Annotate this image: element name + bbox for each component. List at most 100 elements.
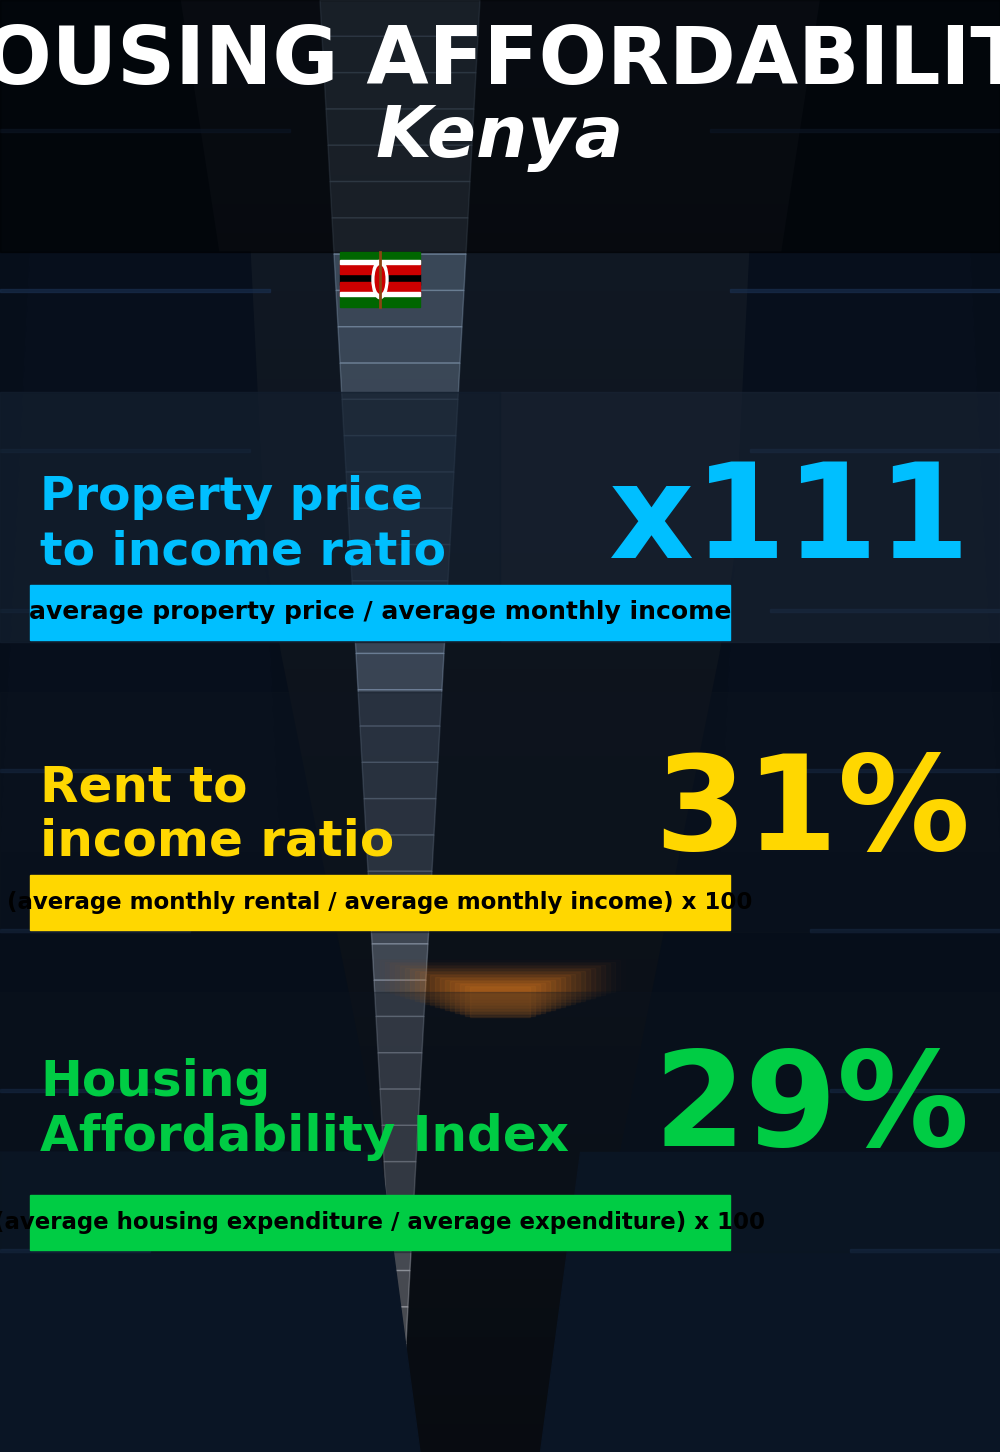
Polygon shape: [362, 762, 438, 799]
Bar: [850, 1249, 1000, 1252]
Bar: [460, 984, 540, 1013]
Bar: [0, 523, 1000, 552]
Bar: [455, 983, 545, 1012]
Bar: [0, 0, 1000, 253]
Text: x111: x111: [609, 459, 970, 585]
Text: to income ratio: to income ratio: [40, 530, 446, 575]
Polygon shape: [0, 652, 380, 1151]
Bar: [0, 348, 1000, 378]
Bar: [0, 129, 290, 132]
Bar: [340, 274, 420, 285]
Polygon shape: [380, 1089, 420, 1125]
Polygon shape: [540, 1151, 1000, 1452]
Text: Rent to: Rent to: [40, 762, 248, 812]
Bar: [0, 1365, 1000, 1394]
Bar: [0, 755, 1000, 784]
Bar: [770, 608, 1000, 611]
Polygon shape: [352, 581, 448, 617]
Polygon shape: [330, 182, 470, 218]
Bar: [420, 971, 580, 1002]
Polygon shape: [378, 1053, 422, 1089]
Ellipse shape: [372, 260, 388, 299]
Bar: [790, 770, 1000, 772]
Polygon shape: [358, 690, 442, 726]
Ellipse shape: [375, 266, 385, 293]
Bar: [0, 449, 250, 452]
Bar: [380, 960, 620, 990]
Polygon shape: [720, 253, 1000, 852]
Polygon shape: [382, 1125, 418, 1162]
Bar: [0, 1074, 1000, 1104]
Text: Kenya: Kenya: [376, 103, 624, 171]
Polygon shape: [328, 145, 472, 182]
Polygon shape: [396, 1379, 404, 1416]
Bar: [465, 986, 535, 1015]
Bar: [0, 289, 270, 292]
Polygon shape: [350, 544, 450, 581]
Bar: [450, 982, 550, 1011]
Bar: [0, 87, 1000, 116]
Bar: [0, 378, 1000, 407]
Polygon shape: [348, 508, 452, 544]
Bar: [440, 979, 560, 1008]
Polygon shape: [372, 944, 428, 980]
Bar: [405, 967, 595, 998]
Bar: [730, 289, 1000, 292]
Bar: [395, 964, 605, 995]
Polygon shape: [334, 254, 466, 290]
Text: Property price: Property price: [40, 475, 423, 520]
Bar: [0, 813, 1000, 842]
Polygon shape: [394, 1343, 406, 1379]
Bar: [340, 260, 420, 274]
Bar: [0, 392, 1000, 642]
Bar: [0, 1278, 1000, 1307]
Bar: [0, 1307, 1000, 1336]
Bar: [385, 961, 615, 992]
Bar: [0, 552, 1000, 581]
Bar: [0, 697, 1000, 726]
Polygon shape: [720, 0, 1000, 652]
Polygon shape: [620, 652, 1000, 1151]
Polygon shape: [340, 363, 460, 399]
Bar: [0, 871, 1000, 900]
Polygon shape: [0, 0, 280, 652]
Polygon shape: [386, 1198, 414, 1234]
Bar: [30, 1195, 730, 1250]
Text: average property price / average monthly income: average property price / average monthly…: [29, 600, 731, 624]
Polygon shape: [390, 1270, 410, 1307]
Polygon shape: [364, 799, 436, 835]
Bar: [340, 292, 420, 296]
Bar: [0, 494, 1000, 523]
Bar: [340, 282, 420, 296]
Polygon shape: [342, 399, 458, 436]
Text: 29%: 29%: [654, 1047, 970, 1173]
Polygon shape: [356, 653, 444, 690]
Bar: [415, 970, 585, 1000]
Bar: [0, 842, 1000, 871]
Polygon shape: [338, 327, 462, 363]
Bar: [710, 129, 1000, 132]
Bar: [30, 876, 730, 929]
Bar: [0, 1016, 1000, 1045]
Polygon shape: [0, 253, 280, 852]
Bar: [0, 726, 1000, 755]
Polygon shape: [326, 109, 474, 145]
Polygon shape: [324, 73, 476, 109]
Bar: [0, 1394, 1000, 1423]
Polygon shape: [332, 218, 468, 254]
Polygon shape: [376, 1016, 424, 1053]
Bar: [0, 929, 1000, 958]
Bar: [0, 992, 1000, 1252]
Bar: [340, 253, 420, 263]
Bar: [0, 668, 1000, 697]
Bar: [0, 290, 1000, 319]
Polygon shape: [354, 617, 446, 653]
Bar: [0, 1133, 1000, 1162]
Polygon shape: [384, 1162, 416, 1198]
Polygon shape: [360, 726, 440, 762]
Bar: [0, 392, 500, 642]
Bar: [0, 174, 1000, 203]
Bar: [445, 980, 555, 1009]
Bar: [0, 261, 1000, 290]
Bar: [340, 296, 420, 306]
